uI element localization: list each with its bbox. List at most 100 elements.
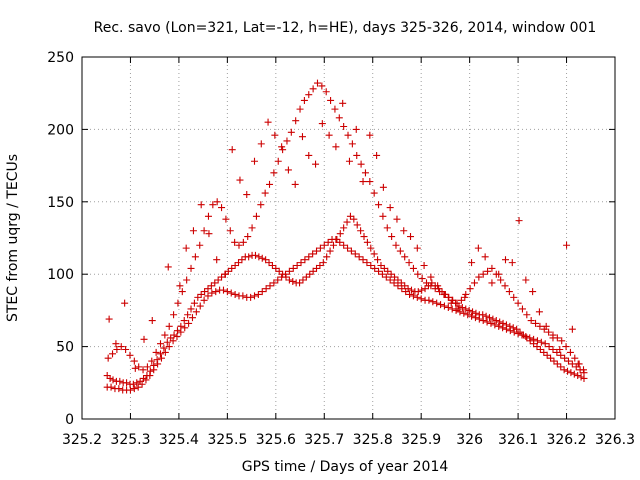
- data-point: [261, 189, 269, 197]
- data-point: [413, 244, 421, 252]
- data-point: [557, 351, 565, 359]
- x-tick-label: 325.7: [304, 432, 344, 448]
- data-point: [313, 247, 321, 255]
- data-point: [156, 350, 164, 358]
- data-point: [150, 366, 158, 374]
- data-point: [523, 311, 531, 319]
- data-point: [152, 348, 160, 356]
- data-point: [309, 85, 317, 93]
- data-point: [219, 286, 227, 294]
- data-point: [383, 224, 391, 232]
- data-point: [226, 227, 234, 235]
- data-point: [483, 318, 491, 326]
- data-point: [181, 324, 189, 332]
- data-point: [488, 264, 496, 272]
- data-point: [540, 348, 548, 356]
- data-point: [200, 227, 208, 235]
- data-point: [351, 250, 359, 258]
- data-point: [396, 247, 404, 255]
- data-point: [561, 354, 569, 362]
- data-point: [190, 299, 198, 307]
- data-point: [570, 370, 578, 378]
- data-point: [486, 314, 494, 322]
- data-point: [344, 131, 352, 139]
- data-point: [401, 282, 409, 290]
- data-point: [562, 343, 570, 351]
- data-point: [466, 285, 474, 293]
- data-point: [440, 290, 448, 298]
- data-point: [401, 253, 409, 261]
- y-tick-labels: 0 50 100 150 200 250: [47, 50, 74, 428]
- data-point: [492, 317, 500, 325]
- y-tick-label: 50: [56, 340, 74, 356]
- data-point: [366, 178, 374, 186]
- data-point: [386, 276, 394, 284]
- data-point: [122, 345, 130, 353]
- data-point: [514, 299, 522, 307]
- data-point: [421, 285, 429, 293]
- data-point: [264, 118, 272, 126]
- x-tick-label: 325.8: [353, 432, 393, 448]
- y-tick-label: 150: [47, 195, 74, 211]
- data-point: [222, 215, 230, 223]
- data-point: [359, 256, 367, 264]
- data-point: [289, 277, 297, 285]
- data-point: [568, 325, 576, 333]
- data-point: [227, 289, 235, 297]
- data-point: [479, 317, 487, 325]
- data-point: [133, 379, 141, 387]
- data-point: [489, 315, 497, 323]
- data-point: [204, 292, 212, 300]
- data-point: [346, 212, 354, 220]
- data-point: [223, 288, 231, 296]
- data-point: [557, 363, 565, 371]
- data-point: [475, 315, 483, 323]
- data-point: [115, 385, 123, 393]
- data-point: [374, 256, 382, 264]
- data-point: [326, 247, 334, 255]
- data-point: [515, 217, 523, 225]
- data-point: [461, 293, 469, 301]
- data-point: [484, 267, 492, 275]
- data-point: [239, 238, 247, 246]
- data-point: [107, 383, 115, 391]
- data-point: [462, 305, 470, 313]
- data-point: [293, 262, 301, 270]
- data-point: [170, 311, 178, 319]
- data-point: [522, 276, 530, 284]
- data-point: [161, 331, 169, 339]
- data-point: [344, 244, 352, 252]
- data-point: [482, 312, 490, 320]
- data-point: [297, 259, 305, 267]
- data-points: [103, 79, 588, 394]
- data-point: [564, 357, 572, 365]
- data-point: [140, 335, 148, 343]
- data-point: [437, 301, 445, 309]
- data-point: [549, 334, 557, 342]
- data-point: [547, 354, 555, 362]
- data-point: [174, 299, 182, 307]
- data-point: [553, 348, 561, 356]
- data-point: [209, 201, 217, 209]
- data-point: [104, 354, 112, 362]
- data-point: [205, 230, 213, 238]
- data-point: [536, 322, 544, 330]
- data-point: [409, 292, 417, 300]
- data-point: [355, 253, 363, 261]
- data-point: [279, 146, 287, 154]
- data-point: [418, 286, 426, 294]
- data-point: [505, 288, 513, 296]
- data-point: [347, 247, 355, 255]
- data-point: [213, 256, 221, 264]
- data-point: [375, 201, 383, 209]
- data-point: [398, 285, 406, 293]
- data-point: [285, 267, 293, 275]
- data-point: [491, 321, 499, 329]
- data-point: [169, 337, 177, 345]
- data-point: [117, 343, 125, 351]
- data-point: [501, 256, 509, 264]
- data-point: [353, 151, 361, 159]
- data-point: [231, 238, 239, 246]
- data-point: [271, 131, 279, 139]
- data-point: [189, 227, 197, 235]
